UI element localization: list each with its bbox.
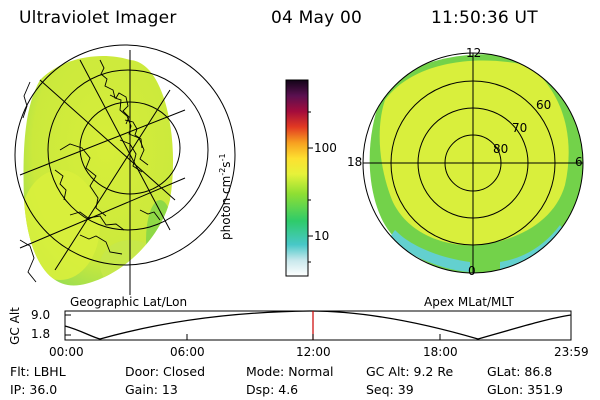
xtick-1800: 18:00 — [423, 345, 458, 359]
info-mode: Mode: Normal — [246, 364, 334, 379]
time-label: 11:50:36 UT — [431, 8, 538, 28]
xtick-0000: 00:00 — [49, 345, 84, 359]
mlat-label-80: 80 — [493, 142, 509, 156]
coastlines — [19, 59, 161, 283]
unit-mid: s — [219, 161, 233, 168]
info-dsp: Dsp: 4.6 — [246, 382, 299, 397]
altitude-ytick-high: 9.0 — [31, 308, 51, 322]
mlt-label-12: 12 — [466, 46, 482, 60]
info-gcalt: GC Alt: 9.2 Re — [366, 364, 454, 379]
xtick-2359: 23:59 — [554, 345, 589, 359]
colorbar-tick-10: 10 — [314, 229, 330, 243]
instrument-title: Ultraviolet Imager — [19, 8, 177, 28]
mlt-label-0: 0 — [468, 264, 476, 278]
colorbar — [285, 79, 313, 277]
mlat-label-70: 70 — [512, 121, 528, 135]
info-flt: Flt: LBHL — [10, 364, 66, 379]
altitude-ytick-low: 1.8 — [31, 327, 51, 341]
altitude-ylabel: GC Alt — [7, 307, 22, 345]
apex-map — [362, 52, 584, 274]
mlat-label-60: 60 — [536, 98, 552, 112]
info-gain: Gain: 13 — [125, 382, 178, 397]
info-seq: Seq: 39 — [366, 382, 414, 397]
mlt-label-18: 18 — [347, 155, 363, 169]
unit-sup2: -1 — [218, 153, 227, 162]
colorbar-tick-100: 100 — [314, 141, 337, 155]
info-door: Door: Closed — [125, 364, 206, 379]
mlt-label-6: 6 — [575, 155, 583, 169]
xtick-0600: 06:00 — [170, 345, 205, 359]
geographic-map — [14, 44, 236, 295]
unit-prefix: photon cm — [219, 175, 233, 240]
unit-sup1: -2 — [218, 167, 227, 176]
latlon-grid — [14, 44, 236, 295]
mlat-mlt-grid — [362, 52, 584, 274]
xtick-1200: 12:00 — [296, 345, 331, 359]
info-ip: IP: 36.0 — [10, 382, 58, 397]
apex-caption: Apex MLat/MLT — [424, 295, 514, 309]
altitude-plot — [64, 310, 572, 341]
info-glon: GLon: 351.9 — [487, 382, 563, 397]
colorbar-unit: photon cm-2s-1 — [218, 153, 233, 240]
geo-caption: Geographic Lat/Lon — [70, 295, 188, 309]
info-glat: GLat: 86.8 — [487, 364, 553, 379]
date-label: 04 May 00 — [271, 8, 363, 28]
